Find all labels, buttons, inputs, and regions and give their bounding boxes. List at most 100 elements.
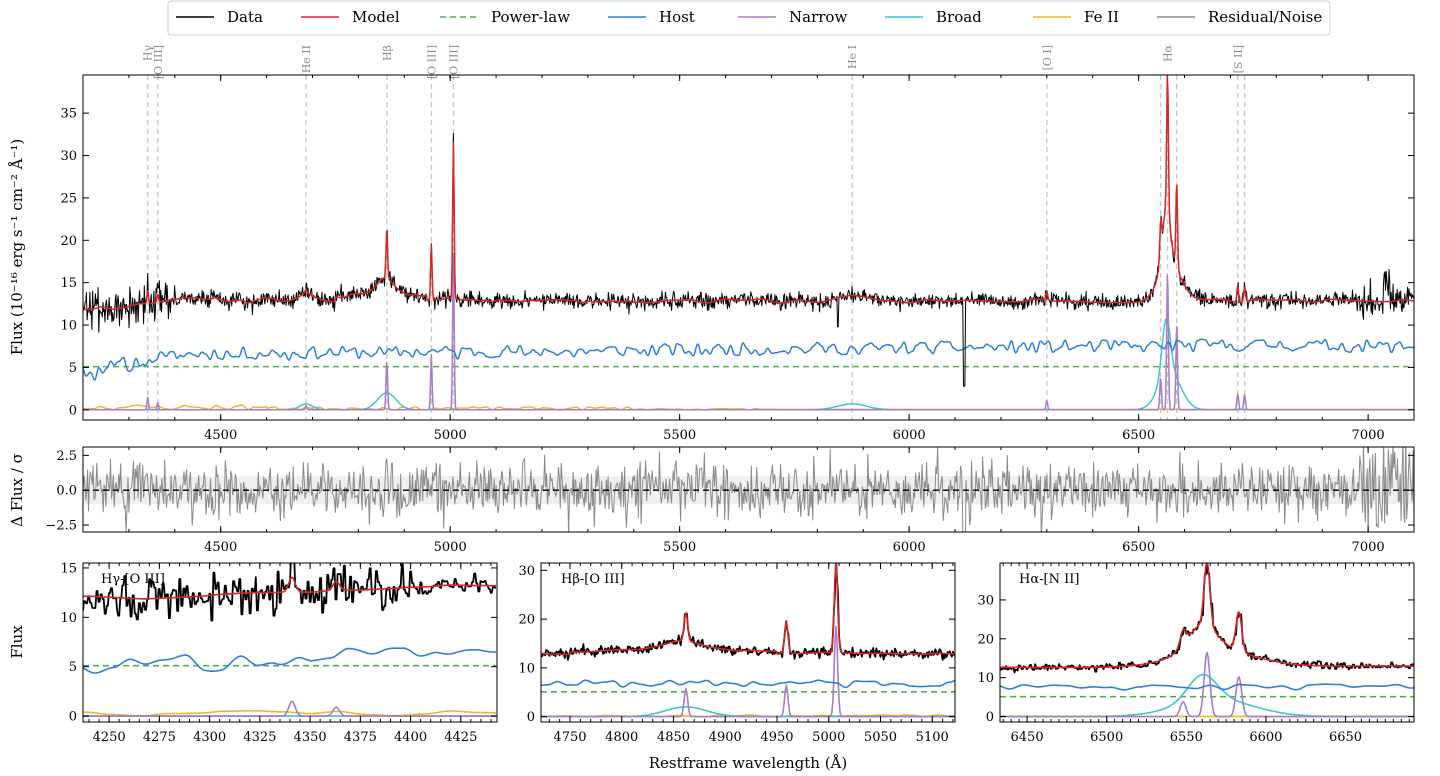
legend-entry-narrow: Narrow (738, 8, 847, 26)
legend-entry-data: Data (176, 8, 263, 26)
inset-hbeta-series-host (541, 679, 955, 689)
x-axis-label: Restframe wavelength (Å) (649, 754, 848, 772)
main-y-tick-label: 5 (69, 361, 77, 376)
main-y-tick-label: 35 (60, 107, 77, 122)
inset-hgamma-x-tick-label: 4400 (394, 730, 427, 745)
inset-halpha-series-broad (1000, 673, 1414, 718)
residual-panel: 4500 5000 5500 6000 6500 7000 −2.5 0.0 2.5 (45, 446, 1415, 555)
inset-hgamma-panel: 4250 4275 4300 4325 4350 4375 4400 4425 051015 … (60, 561, 498, 745)
residual-y-ticks: −2.5 0.0 2.5 (45, 449, 1414, 534)
main-x-tick-label: 6000 (893, 428, 926, 443)
legend-frame (167, 0, 1331, 36)
inset-hgamma-series-fe-ii (83, 710, 496, 717)
residual-y-tick-label: 2.5 (56, 449, 77, 464)
legend-label-model: Model (352, 8, 400, 26)
inset-hgamma-y-tick-label: 0 (69, 710, 77, 725)
line-marker-label: [S II] (1232, 45, 1245, 73)
main-axes-frame (82, 74, 1415, 421)
inset-hgamma-series-data (83, 563, 496, 622)
line-marker-label: Hγ (142, 45, 155, 62)
residual-series-line (83, 447, 1414, 532)
main-series-narrow (83, 252, 1414, 411)
inset-halpha-x-tick-label: 6500 (1090, 730, 1123, 745)
legend-entry-host: Host (608, 8, 695, 26)
inset-hbeta-axes-frame (540, 562, 956, 723)
inset-halpha-y-tick-label: 0 (986, 710, 994, 725)
legend-entry-model: Model (301, 8, 400, 26)
inset-halpha-series-host (1000, 683, 1414, 691)
line-marker-label: [O III] (447, 45, 460, 79)
inset-hbeta-title: Hβ-[O III] (561, 572, 625, 587)
inset-hbeta-x-tick-label: 4850 (657, 730, 690, 745)
inset-halpha-x-ticks: 6450 6500 6550 6600 6650 (1002, 563, 1410, 745)
main-y-tick-label: 10 (60, 319, 77, 334)
legend-entry-power-law: Power-law (440, 8, 570, 26)
main-series-host (83, 338, 1414, 381)
main-series-data (83, 75, 1414, 387)
inset-hbeta-series-narrow (541, 625, 955, 718)
main-series-model (83, 75, 1414, 311)
legend-label-narrow: Narrow (789, 8, 847, 26)
main-y-tick-label: 15 (60, 276, 77, 291)
inset-hgamma-series-host (83, 647, 497, 674)
inset-hbeta-y-tick-label: 0 (527, 710, 535, 725)
inset-hgamma-x-tick-label: 4375 (344, 730, 377, 745)
inset-hgamma-series (83, 563, 497, 717)
main-x-tick-label: 7000 (1352, 428, 1385, 443)
inset-hgamma-x-tick-label: 4350 (294, 730, 327, 745)
legend-entry-residual: Residual/Noise (1157, 8, 1322, 26)
inset-hgamma-series-narrow (83, 700, 496, 717)
inset-hbeta-x-tick-label: 5000 (812, 730, 845, 745)
inset-halpha-x-tick-label: 6600 (1249, 730, 1282, 745)
legend-label-host: Host (659, 8, 695, 26)
inset-hgamma-y-ticks: 0 5 10 15 (60, 561, 497, 725)
inset-hbeta-x-tick-label: 5100 (916, 730, 949, 745)
inset-hbeta-series-fe-ii (541, 714, 955, 718)
inset-y-axis-label: Flux (8, 625, 26, 659)
inset-halpha-y-tick-label: 20 (977, 632, 994, 647)
inset-hbeta-series (541, 563, 955, 718)
inset-halpha-y-tick-label: 10 (977, 671, 994, 686)
inset-hgamma-title: Hγ-[O III] (101, 572, 165, 587)
inset-halpha-series-narrow (1000, 651, 1414, 718)
main-y-axis-label: Flux (10⁻¹⁶ erg s⁻¹ cm⁻² Å⁻¹) (8, 139, 26, 356)
inset-hgamma-x-tick-label: 4275 (143, 730, 176, 745)
legend-label-fe-ii: Fe II (1084, 8, 1119, 26)
main-y-ticks: 0 5 10 15 20 25 30 35 (60, 107, 1414, 418)
inset-halpha-x-tick-label: 6650 (1329, 730, 1362, 745)
inset-halpha-title: Hα-[N II] (1019, 572, 1079, 587)
main-x-tick-label: 5000 (434, 428, 467, 443)
main-y-tick-label: 20 (60, 234, 77, 249)
legend-label-broad: Broad (936, 8, 982, 26)
legend: Data Model Power-law Host Narrow Broad F… (167, 0, 1331, 36)
inset-halpha-x-tick-label: 6450 (1011, 730, 1044, 745)
main-series-broad (83, 317, 1414, 411)
inset-halpha-axes-frame (999, 562, 1415, 723)
line-marker-label: [O III] (152, 45, 165, 79)
inset-hbeta-x-tick-label: 4950 (760, 730, 793, 745)
inset-halpha-series-model (1000, 563, 1414, 669)
inset-hbeta-y-tick-label: 10 (518, 661, 535, 676)
inset-hbeta-y-ticks: 0 10 20 30 (518, 564, 955, 725)
residual-x-tick-label: 7000 (1352, 540, 1385, 555)
inset-hbeta-y-tick-label: 30 (518, 564, 535, 579)
main-x-tick-label: 5500 (663, 428, 696, 443)
inset-hgamma-series-model (83, 576, 496, 600)
line-markers: Hγ[O III] He II Hβ [O III] [O III] He I [O I] H… (142, 44, 1246, 420)
residual-x-tick-label: 5500 (663, 540, 696, 555)
line-marker-label: [O III] (425, 45, 438, 79)
inset-hbeta-panel: 4750 4800 4850 4900 4950 5000 5050 5100 0 10 20 30… (518, 562, 956, 745)
main-x-ticks: 4500 5000 5500 6000 6500 7000 (82, 75, 1415, 443)
inset-hbeta-x-tick-label: 4900 (709, 730, 742, 745)
inset-hbeta-series-model (541, 563, 955, 656)
inset-hbeta-x-ticks: 4750 4800 4850 4900 4950 5000 5050 5100 (548, 563, 954, 745)
residual-y-tick-label: −2.5 (45, 519, 77, 534)
inset-halpha-panel: 6450 6500 6550 6600 6650 0 10 20 30 Hα-[N II] (977, 562, 1415, 745)
residual-y-tick-label: 0.0 (56, 484, 77, 499)
inset-halpha-x-tick-label: 6550 (1170, 730, 1203, 745)
residual-y-axis-label: Δ Flux / σ (8, 453, 26, 527)
main-x-tick-label: 6500 (1122, 428, 1155, 443)
inset-hbeta-x-tick-label: 4800 (605, 730, 638, 745)
inset-hbeta-x-tick-label: 4750 (553, 730, 586, 745)
